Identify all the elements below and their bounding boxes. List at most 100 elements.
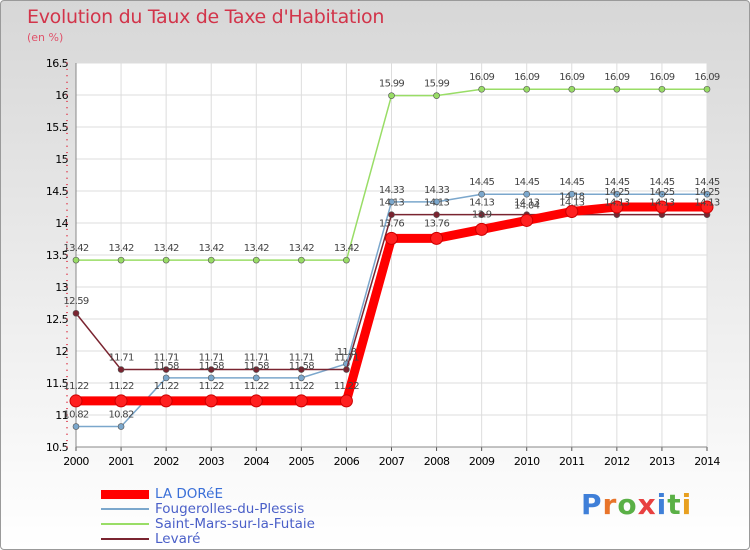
x-tick-label: 2014 xyxy=(694,455,720,468)
data-label: 14.45 xyxy=(559,177,584,188)
data-point xyxy=(520,213,534,227)
legend-swatch xyxy=(101,538,149,540)
data-point xyxy=(703,190,711,198)
data-label: 16.09 xyxy=(514,72,539,83)
data-label: 11.22 xyxy=(289,381,314,392)
x-tick-label: 2006 xyxy=(334,455,360,468)
data-point xyxy=(298,256,305,264)
data-point xyxy=(478,85,485,93)
data-label: 14.45 xyxy=(469,177,494,188)
data-point xyxy=(523,85,531,93)
data-label: 13.42 xyxy=(154,243,179,254)
data-label: 14.13 xyxy=(469,198,494,209)
data-label: 14.13 xyxy=(604,198,629,209)
data-label: 15.99 xyxy=(424,79,449,90)
data-label: 14.33 xyxy=(424,185,449,196)
data-label: 11.58 xyxy=(289,361,314,372)
y-tick-label: 14 xyxy=(55,217,68,230)
data-point xyxy=(523,190,531,198)
x-tick-label: 2005 xyxy=(289,455,315,468)
logo-letter: o xyxy=(617,488,638,521)
data-label: 11.58 xyxy=(244,361,269,372)
data-label: 14.13 xyxy=(379,198,404,209)
data-point xyxy=(478,190,485,198)
data-point xyxy=(69,394,83,408)
data-point xyxy=(204,394,218,408)
data-label: 11.71 xyxy=(109,353,134,364)
data-label: 11.22 xyxy=(199,381,224,392)
data-point xyxy=(568,190,576,198)
data-point xyxy=(610,200,624,214)
data-point xyxy=(207,366,215,373)
data-point xyxy=(72,423,80,430)
y-tick-label: 11.5 xyxy=(46,377,69,390)
data-point xyxy=(343,256,350,264)
data-label: 14.04 xyxy=(514,200,539,211)
logo-letter: r xyxy=(602,488,618,521)
x-tick-label: 2002 xyxy=(153,455,179,468)
data-label: 14.45 xyxy=(604,177,629,188)
data-point xyxy=(117,423,125,430)
y-tick-label: 16.5 xyxy=(46,57,69,70)
data-label: 13.42 xyxy=(334,243,359,254)
data-point xyxy=(72,256,80,264)
data-label: 14.25 xyxy=(604,187,629,198)
axes: 10.5 11 11.5 12 12.5 13 13.5 14 14.5 15 15.5 16 16.5… xyxy=(46,57,721,468)
data-point xyxy=(252,256,260,264)
data-label: 11.22 xyxy=(154,381,179,392)
data-label: 14.13 xyxy=(514,198,539,209)
data-point xyxy=(72,309,80,317)
data-label: 16.09 xyxy=(649,72,674,83)
data-point xyxy=(252,374,260,382)
data-label: 14.25 xyxy=(649,187,674,198)
series-lines xyxy=(69,85,714,430)
data-point xyxy=(658,85,666,93)
data-point xyxy=(475,222,489,236)
data-point xyxy=(339,394,353,408)
x-tick-label: 2012 xyxy=(604,455,630,468)
y-tick-label: 10.5 xyxy=(46,441,69,454)
data-point xyxy=(385,231,398,245)
data-point xyxy=(294,394,308,408)
data-point xyxy=(613,85,621,93)
data-label: 11.71 xyxy=(334,353,359,364)
data-point xyxy=(343,366,350,373)
data-label: 15.99 xyxy=(379,79,404,90)
data-label: 10.82 xyxy=(109,410,134,421)
legend-label: Saint-Mars-sur-la-Futaie xyxy=(155,516,315,532)
proxiti-logo: Proxiti xyxy=(581,488,692,521)
data-point xyxy=(162,374,170,382)
x-tick-label: 2000 xyxy=(63,455,89,468)
legend-swatch xyxy=(101,489,149,499)
data-label: 13.76 xyxy=(424,218,449,229)
data-point xyxy=(252,366,260,373)
data-label: 13.42 xyxy=(63,243,88,254)
legend-swatch xyxy=(101,508,149,510)
data-label: 13.42 xyxy=(289,243,314,254)
data-point xyxy=(388,211,395,218)
data-label: 16.09 xyxy=(604,72,629,83)
data-point xyxy=(388,198,395,206)
y-tick-label: 12.5 xyxy=(46,313,69,326)
y-tick-label: 15 xyxy=(55,153,68,166)
data-label: 11.58 xyxy=(199,361,224,372)
x-tick-label: 2013 xyxy=(649,455,675,468)
y-tick-label: 12 xyxy=(55,345,68,358)
data-point xyxy=(430,231,444,245)
y-tick-label: 13 xyxy=(55,281,68,294)
x-tick-label: 2008 xyxy=(424,455,450,468)
data-point xyxy=(433,198,440,206)
data-point xyxy=(700,200,714,214)
data-label: 16.09 xyxy=(559,72,584,83)
data-point xyxy=(655,200,669,214)
chart-title: Evolution du Taux de Taxe d'Habitation xyxy=(27,6,385,28)
data-point xyxy=(159,394,173,408)
data-point xyxy=(478,211,485,218)
data-point xyxy=(207,374,215,382)
data-label: 11.22 xyxy=(63,381,88,392)
logo-letter: i xyxy=(656,488,668,521)
data-label: 14.18 xyxy=(559,191,584,202)
legend-swatch xyxy=(101,523,149,525)
